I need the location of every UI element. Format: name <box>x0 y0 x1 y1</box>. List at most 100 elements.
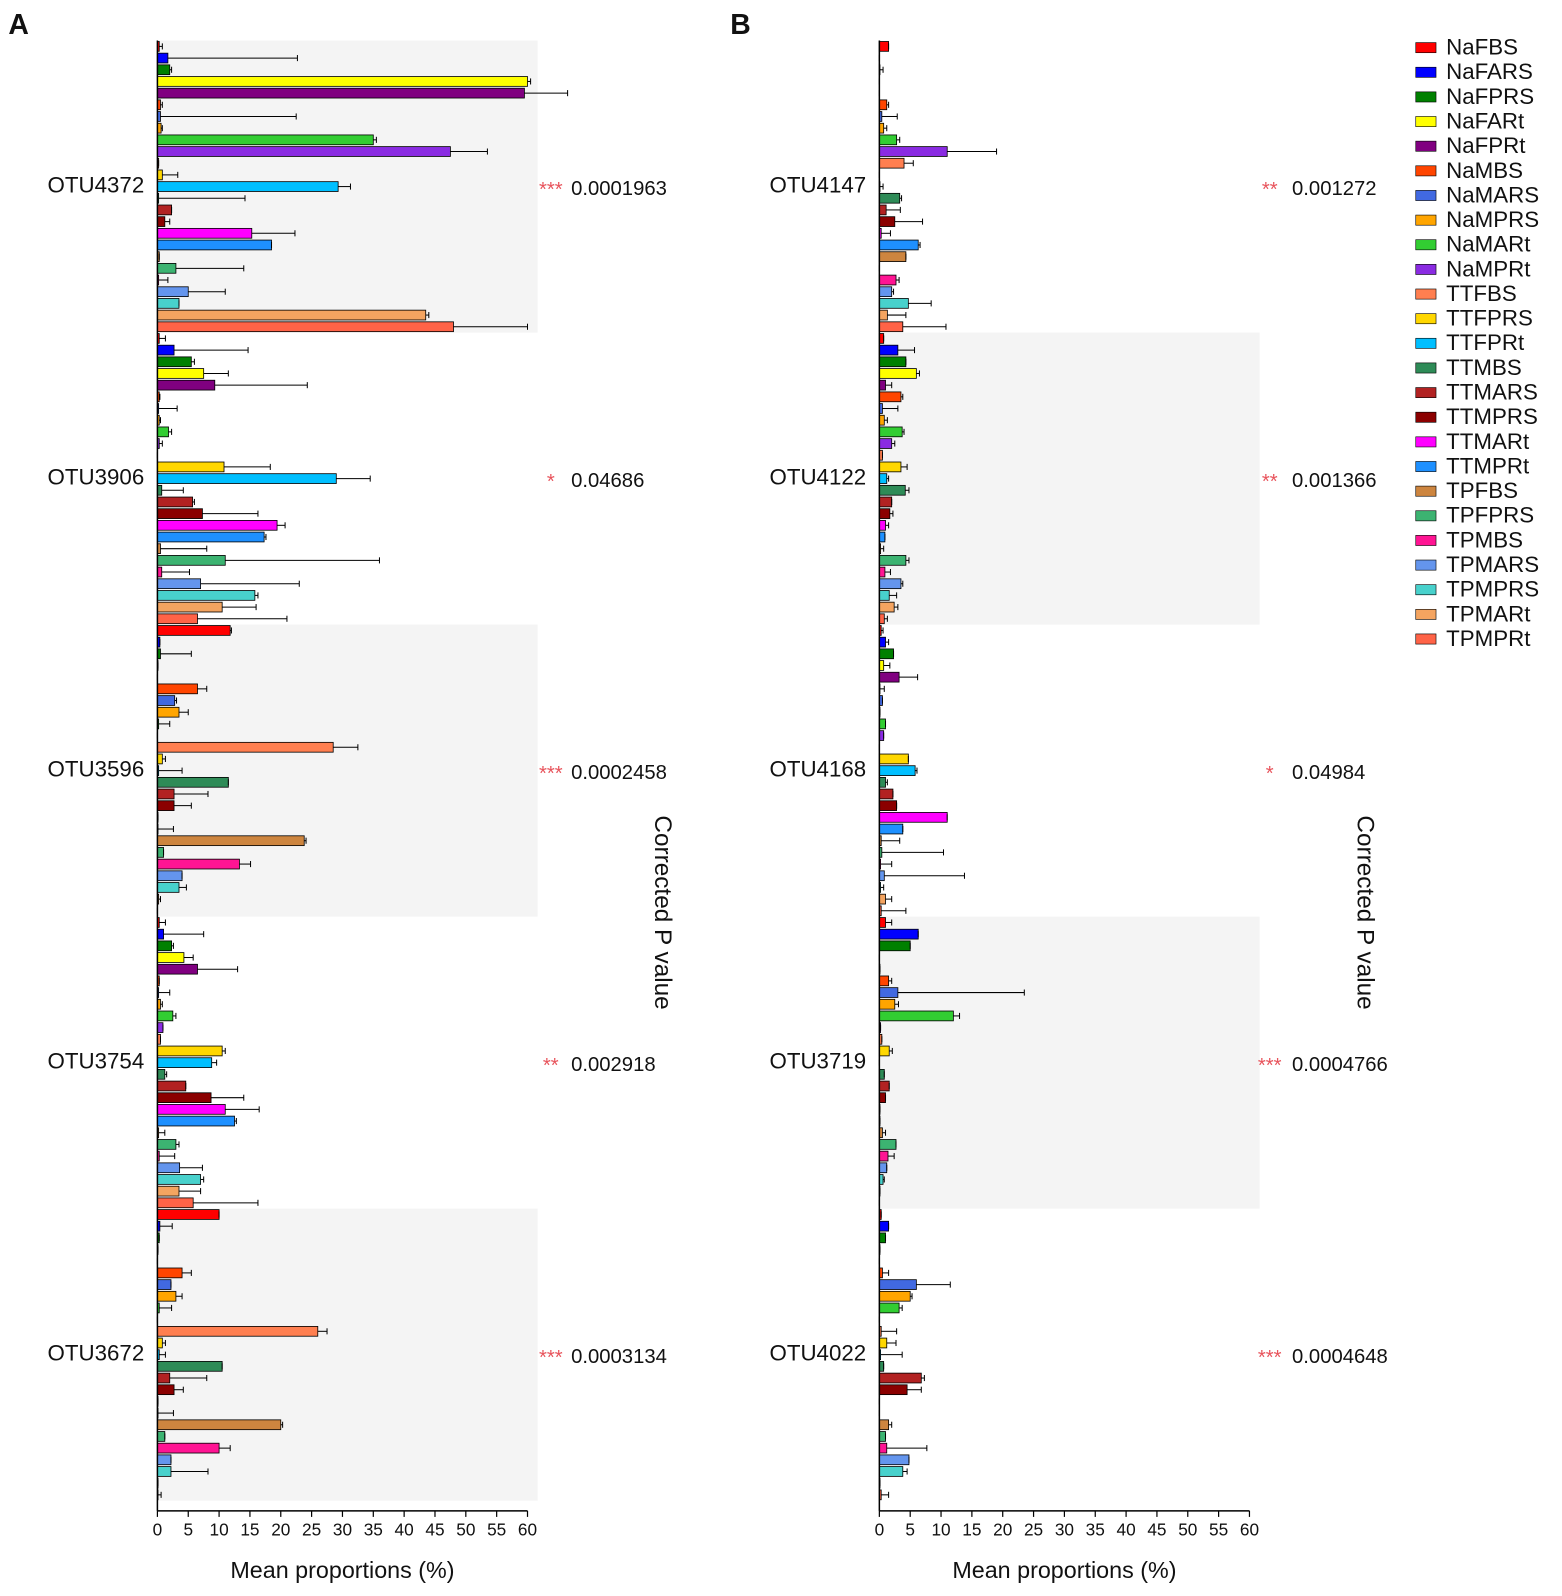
bar <box>156 788 175 800</box>
error-bar <box>161 487 184 494</box>
error-bar <box>902 428 905 435</box>
bar <box>878 239 919 251</box>
error-bar <box>915 767 918 774</box>
error-bar <box>159 335 166 342</box>
bar <box>156 1466 172 1477</box>
legend-swatch <box>1415 288 1437 300</box>
error-bar <box>886 475 890 482</box>
bar <box>156 1372 171 1384</box>
legend-swatch <box>1415 535 1437 546</box>
bar <box>878 928 919 940</box>
p-value: 0.0003134 <box>571 1346 667 1368</box>
p-value: 0.0004648 <box>1292 1346 1388 1368</box>
legend-label: TTMPRt <box>1446 453 1530 478</box>
bar <box>156 368 205 379</box>
legend-swatch <box>1415 337 1437 349</box>
legend-label: NaFBS <box>1446 35 1518 60</box>
error-bar <box>178 709 189 716</box>
bar <box>156 858 240 870</box>
bar <box>156 683 198 695</box>
legend-label: NaFARt <box>1446 108 1525 133</box>
bar <box>156 309 427 321</box>
bar <box>878 1419 890 1431</box>
error-bar <box>197 615 288 622</box>
bar <box>156 601 223 613</box>
bar <box>156 1290 177 1302</box>
legend-swatch <box>1415 387 1437 398</box>
bar <box>156 461 225 473</box>
bar <box>156 473 337 484</box>
x-axis-label: Mean proportions (%) <box>952 1557 1176 1583</box>
error-bar <box>880 1351 903 1358</box>
error-bar <box>191 358 195 365</box>
bar <box>878 566 886 578</box>
y-tick-label: OTU3596 <box>48 757 145 782</box>
bar <box>878 578 902 590</box>
bar <box>878 1302 900 1314</box>
y-tick-label: OTU3906 <box>48 464 145 489</box>
block-shade <box>157 624 538 917</box>
bar <box>878 391 902 403</box>
error-bar <box>160 1001 163 1008</box>
error-bar <box>174 1386 184 1393</box>
bar <box>878 298 909 309</box>
error-bar <box>881 230 891 237</box>
error-bar <box>171 942 174 949</box>
error-bar <box>174 790 209 798</box>
error-bar <box>159 393 161 400</box>
y-tick-label: OTU4022 <box>770 1341 867 1366</box>
bar <box>156 496 193 508</box>
bar <box>156 590 256 601</box>
y2-axis-label: Corrected P value <box>649 815 676 1009</box>
error-bar <box>188 288 226 295</box>
bar <box>156 870 183 882</box>
legend-label: NaMBS <box>1446 158 1523 183</box>
x-tick-label: 10 <box>931 1520 950 1540</box>
error-bar <box>167 55 298 62</box>
bar <box>156 64 171 76</box>
bar <box>878 520 886 531</box>
legend-swatch <box>1415 91 1437 103</box>
bar <box>878 496 893 508</box>
error-bar <box>192 498 195 506</box>
bar <box>156 1162 181 1174</box>
error-bar <box>880 545 885 552</box>
error-bar <box>880 861 893 868</box>
bar <box>878 1045 890 1057</box>
error-bar <box>885 779 888 786</box>
bar <box>156 356 192 368</box>
error-bar <box>174 802 192 809</box>
bar <box>156 1209 220 1220</box>
error-bar <box>882 1269 890 1276</box>
bar <box>878 1080 890 1092</box>
bar <box>878 192 901 204</box>
error-bar <box>230 627 232 634</box>
bar <box>878 975 890 987</box>
y-tick-label: OTU4168 <box>770 757 867 782</box>
error-bar <box>163 931 205 938</box>
legend-label: NaMPRt <box>1446 256 1531 281</box>
bar <box>156 1454 172 1466</box>
x-axis-label: Mean proportions (%) <box>230 1557 454 1583</box>
bar <box>878 1139 897 1150</box>
x-tick-label: 15 <box>240 1520 259 1540</box>
error-bar <box>239 861 252 868</box>
error-bar <box>211 1094 245 1101</box>
error-bar <box>879 685 885 692</box>
y-tick-label: OTU3672 <box>48 1341 145 1366</box>
x-tick-label: 20 <box>271 1520 290 1540</box>
error-bar <box>889 592 898 599</box>
bar <box>878 555 907 566</box>
error-bar <box>887 312 907 319</box>
error-bar <box>158 1410 174 1417</box>
error-bar <box>886 206 901 213</box>
panel-label: B <box>730 9 751 41</box>
bar <box>878 1010 954 1022</box>
bar <box>878 508 891 519</box>
error-bar <box>160 545 208 552</box>
bar <box>156 1057 213 1068</box>
error-bar <box>891 288 895 295</box>
error-bar <box>211 1059 218 1066</box>
significance-stars: *** <box>1258 1055 1282 1077</box>
legend-swatch <box>1415 214 1437 226</box>
